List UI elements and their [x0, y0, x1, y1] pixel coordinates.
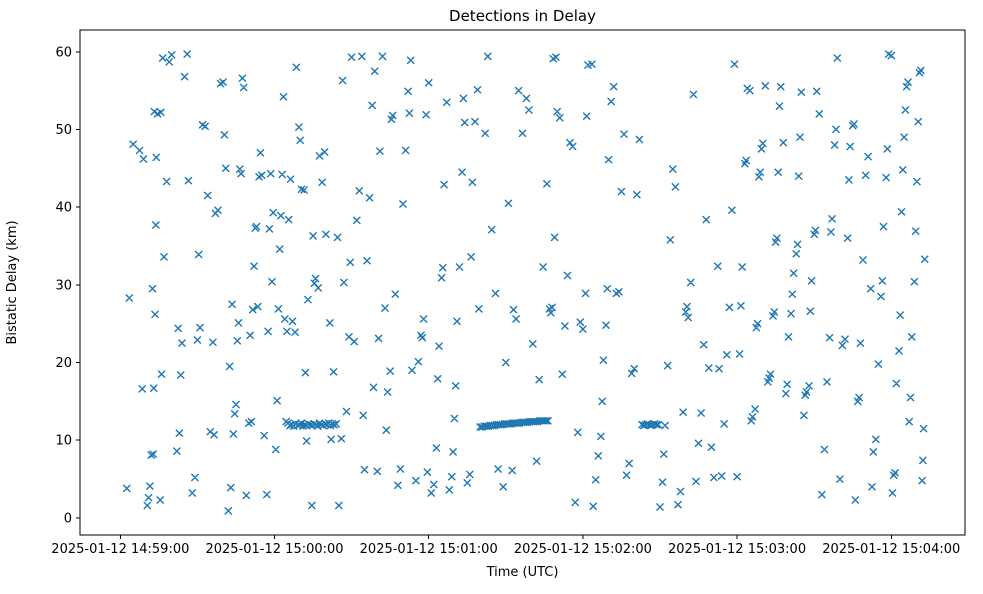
x-axis-label: Time (UTC): [486, 565, 559, 580]
y-tick-label: 30: [55, 278, 72, 293]
y-tick-label: 0: [64, 511, 72, 526]
scatter-points: [123, 50, 929, 515]
x-tick-label: 2025-01-12 15:04:00: [822, 542, 960, 557]
x-tick-label: 2025-01-12 15:01:00: [360, 542, 498, 557]
plot-generated: 2025-01-12 14:59:00 2025-01-12 15:00:00 20…: [51, 29, 966, 557]
y-axis-label: Bistatic Delay (km): [5, 220, 20, 344]
x-tick-label: 2025-01-12 15:00:00: [205, 542, 343, 557]
y-tick-label: 40: [55, 201, 72, 216]
y-tick-label: 60: [55, 45, 72, 60]
chart-title: Detections in Delay: [449, 7, 596, 25]
x-tick-label: 2025-01-12 15:02:00: [514, 542, 652, 557]
y-tick-label: 50: [55, 123, 72, 138]
y-tick-label: 10: [55, 434, 72, 449]
axes-frame: [79, 29, 966, 536]
x-tick-label: 2025-01-12 15:03:00: [668, 542, 806, 557]
y-tick-label: 20: [55, 356, 72, 371]
x-tick-label: 2025-01-12 14:59:00: [51, 542, 189, 557]
